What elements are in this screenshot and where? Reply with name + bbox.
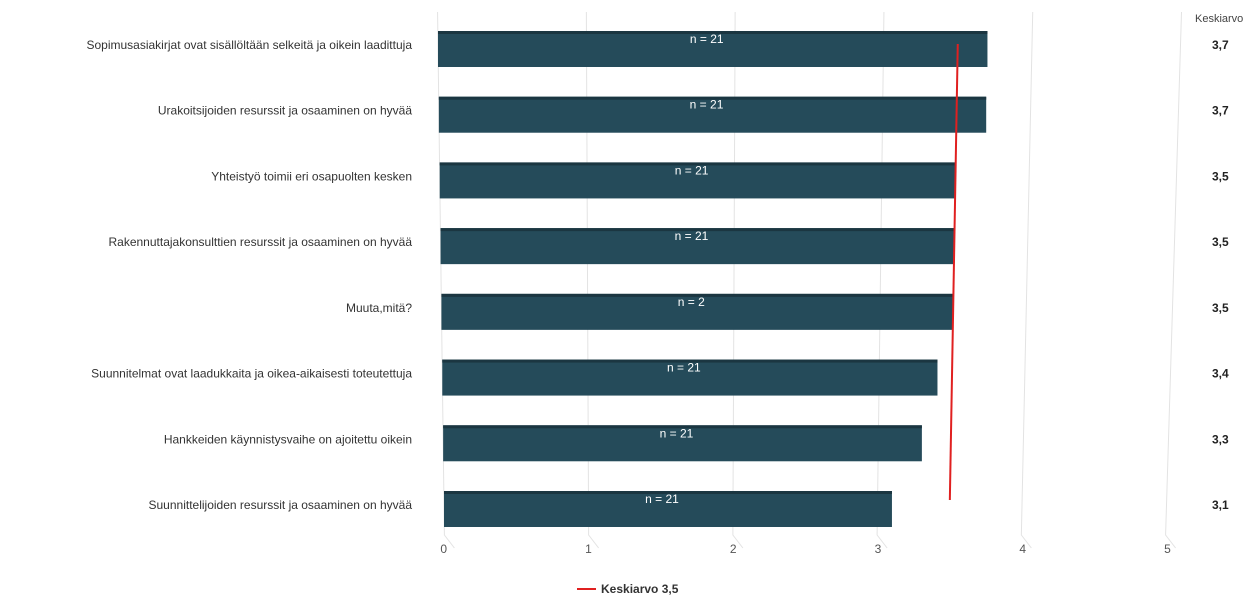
x-tick-label: 5 xyxy=(1164,542,1171,556)
bar xyxy=(442,359,938,396)
category-label: Hankkeiden käynnistysvaihe on ajoitettu … xyxy=(164,432,412,446)
category-label: Muuta,mitä? xyxy=(346,301,412,315)
x-tick-label: 0 xyxy=(440,542,447,556)
category-label: Sopimusasiakirjat ovat sisällöltään selk… xyxy=(86,38,412,52)
bar-top-edge xyxy=(442,359,938,363)
bar-data-label: n = 21 xyxy=(675,163,709,177)
reference-line xyxy=(948,43,959,501)
x-axis-ticks: 0 1 2 3 4 5 xyxy=(440,542,1171,556)
grid-line xyxy=(732,11,744,549)
mean-value: 3,3 xyxy=(1212,432,1229,446)
mean-column: 3,7 3,7 3,5 3,5 3,5 3,4 3,3 3,1 Keskiarvo xyxy=(1195,13,1243,512)
bar xyxy=(438,96,987,133)
category-label: Suunnitelmat ovat laadukkaita ja oikea-a… xyxy=(91,367,412,381)
bar-top-edge xyxy=(439,162,956,166)
mean-value: 3,1 xyxy=(1212,498,1229,512)
x-tick-label: 3 xyxy=(875,542,882,556)
bar-top-edge xyxy=(438,96,987,100)
category-label: Urakoitsijoiden resurssit ja osaaminen o… xyxy=(158,104,412,118)
bar-top-edge xyxy=(440,228,955,232)
bar-top-edge xyxy=(438,31,988,34)
x-tick-label: 4 xyxy=(1019,542,1026,556)
mean-column-header: Keskiarvo xyxy=(1195,13,1243,25)
category-labels: Sopimusasiakirjat ovat sisällöltään selk… xyxy=(86,38,412,512)
mean-value: 3,5 xyxy=(1212,169,1229,183)
bar-data-label: n = 21 xyxy=(667,361,701,375)
bar-data-label: n = 21 xyxy=(675,229,709,243)
category-label: Rakennuttajakonsulttien resurssit ja osa… xyxy=(108,235,412,249)
bar-data-label: n = 21 xyxy=(660,426,694,440)
legend-label: Keskiarvo 3,5 xyxy=(601,582,679,596)
mean-value: 3,4 xyxy=(1212,367,1229,381)
bar-top-edge xyxy=(441,293,954,297)
bar xyxy=(438,31,988,67)
bar xyxy=(441,293,954,330)
bar xyxy=(444,491,892,527)
grid-lines xyxy=(437,11,1182,549)
mean-value: 3,7 xyxy=(1212,104,1229,118)
bar-data-label: n = 21 xyxy=(645,492,679,506)
grid-line xyxy=(437,11,455,549)
category-label: Suunnittelijoiden resurssit ja osaaminen… xyxy=(149,498,413,512)
grid-line xyxy=(876,11,888,549)
reference-line-group xyxy=(948,43,959,501)
mean-value: 3,5 xyxy=(1212,301,1229,315)
bars: n = 21 n = 21 n = 21 n = 21 n = 2 n = 21 n = 2… xyxy=(438,31,988,527)
category-label: Yhteistyö toimii eri osapuolten kesken xyxy=(211,169,412,183)
grid-line xyxy=(585,11,600,549)
grid-line xyxy=(1165,11,1182,549)
bar-top-edge xyxy=(443,425,922,429)
bar xyxy=(439,162,956,199)
bar-data-label: n = 2 xyxy=(678,295,705,309)
legend: Keskiarvo 3,5 xyxy=(577,582,679,596)
bar-data-label: n = 21 xyxy=(690,32,724,46)
x-tick-label: 2 xyxy=(730,542,737,556)
bar-data-label: n = 21 xyxy=(690,98,724,112)
grid-line xyxy=(1020,11,1034,549)
mean-value: 3,5 xyxy=(1212,235,1229,249)
bar-top-edge xyxy=(444,491,892,494)
bar xyxy=(443,425,922,462)
bar xyxy=(440,228,955,265)
x-tick-label: 1 xyxy=(585,542,592,556)
mean-value: 3,7 xyxy=(1212,38,1229,52)
